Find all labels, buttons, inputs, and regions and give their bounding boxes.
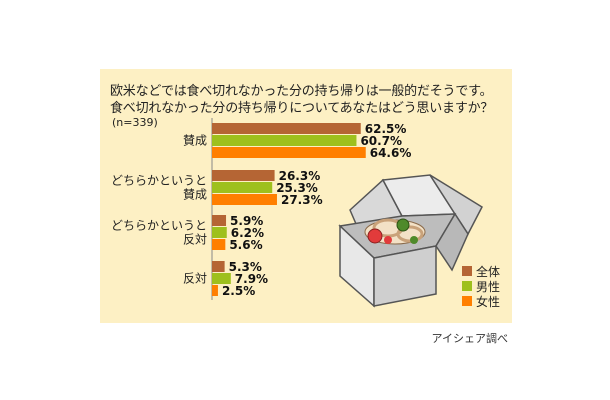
legend-label: 全体 bbox=[476, 264, 500, 279]
source-credit: アイシェア調べ bbox=[431, 332, 508, 345]
value-label: 6.2% bbox=[231, 226, 264, 240]
legend-swatch bbox=[462, 296, 472, 306]
value-label: 25.3% bbox=[276, 181, 318, 195]
bar-female bbox=[212, 239, 226, 250]
bar-female bbox=[212, 285, 218, 296]
bar-male bbox=[212, 273, 231, 284]
value-label: 5.9% bbox=[230, 214, 263, 228]
bar-female bbox=[212, 147, 366, 158]
bar-all bbox=[212, 261, 225, 272]
bar-male bbox=[212, 227, 227, 238]
bar-male bbox=[212, 135, 357, 146]
value-label: 7.9% bbox=[235, 272, 268, 286]
value-label: 2.5% bbox=[222, 284, 255, 298]
value-label: 27.3% bbox=[281, 193, 323, 207]
legend-label: 女性 bbox=[476, 294, 500, 309]
question-line-2: 食べ切れなかった分の持ち帰りについてあなたはどう思いますか？ bbox=[110, 101, 494, 116]
category-label: 賛成 bbox=[183, 188, 207, 202]
value-label: 5.6% bbox=[229, 238, 262, 252]
value-label: 64.6% bbox=[370, 146, 412, 160]
category-label: 反対 bbox=[183, 233, 207, 247]
legend-swatch bbox=[462, 281, 472, 291]
legend-swatch bbox=[462, 266, 472, 276]
value-label: 62.5% bbox=[365, 122, 407, 136]
legend-label: 男性 bbox=[476, 280, 500, 294]
value-label: 5.3% bbox=[229, 260, 262, 274]
value-label: 26.3% bbox=[279, 169, 321, 183]
category-label: どちらかというと bbox=[111, 219, 207, 233]
value-label: 60.7% bbox=[360, 134, 402, 148]
category-label: 反対 bbox=[183, 272, 207, 286]
question-line-1: 欧米などでは食べ切れなかった分の持ち帰りは一般的だそうです。 bbox=[110, 84, 493, 99]
category-label: どちらかというと bbox=[111, 174, 207, 188]
sample-size-note: (n=339) bbox=[112, 116, 158, 129]
bar-female bbox=[212, 194, 277, 205]
category-label: 賛成 bbox=[183, 134, 207, 148]
bar-all bbox=[212, 215, 227, 226]
bar-all bbox=[212, 123, 361, 134]
bar-all bbox=[212, 170, 275, 181]
bar-male bbox=[212, 182, 273, 193]
